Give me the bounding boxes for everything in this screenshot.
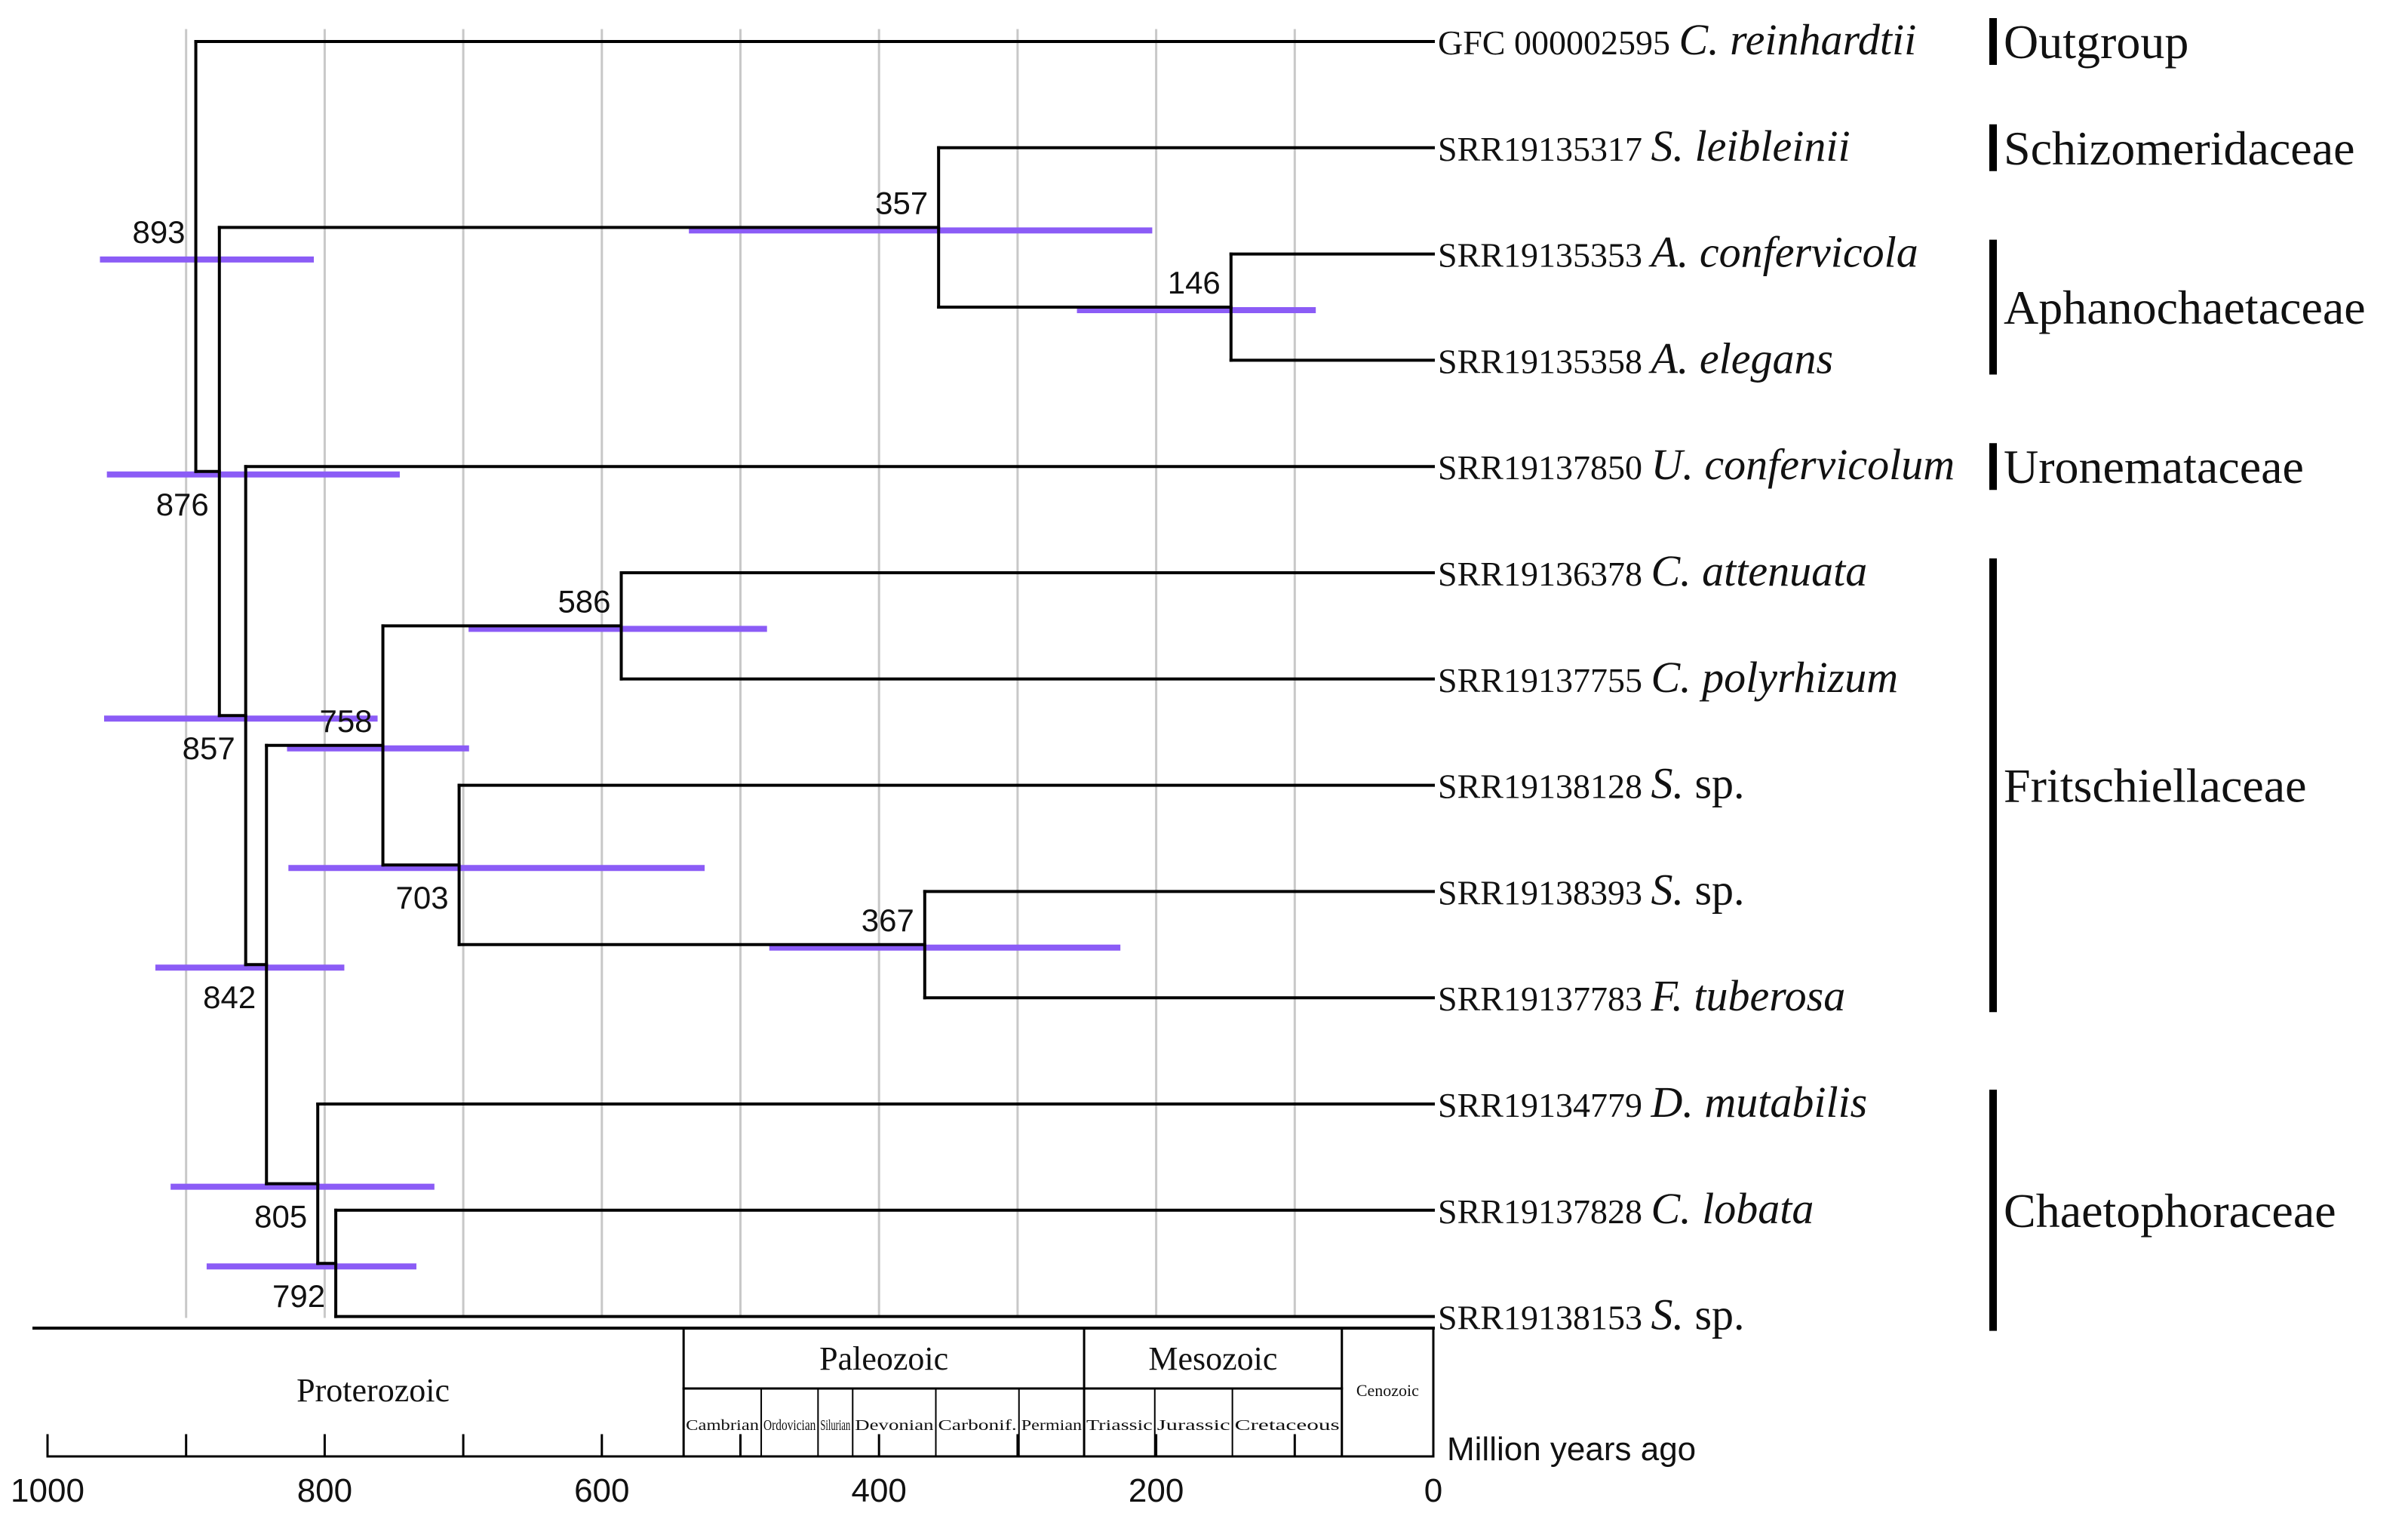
family-label: Outgroup: [2004, 15, 2188, 69]
taxon-species-name: C. reinhardtii: [1679, 15, 1916, 64]
taxon-label: SRR19137850 U. confervicolum: [1438, 440, 1955, 489]
family-brackets: Outgroup Schizomeridaceae Aphanochaetaceae…: [1989, 15, 2366, 1331]
taxon-species-name: S.: [1651, 865, 1684, 914]
axis-tick-label: 0: [1424, 1472, 1442, 1509]
taxon-accession: SRR19137828: [1438, 1192, 1651, 1231]
taxon-species-suffix: sp.: [1684, 865, 1745, 914]
taxon-label: SRR19138128 S. sp.: [1438, 759, 1745, 808]
taxon-accession: SRR19137783: [1438, 979, 1651, 1018]
taxon-label: SRR19137828 C. lobata: [1438, 1184, 1814, 1233]
taxon-label: SRR19135358 A. elegans: [1438, 334, 1833, 383]
taxon-species-name: C. polyrhizum: [1651, 653, 1898, 702]
period-label: Devonian: [855, 1417, 933, 1434]
taxon-accession: SRR19134779: [1438, 1086, 1651, 1124]
taxon-label: SRR19135317 S. leibleinii: [1438, 121, 1851, 171]
axis-tick-label: 600: [574, 1472, 629, 1509]
node-label-792: 792: [272, 1278, 325, 1314]
geologic-timescale: Proterozoic Paleozoic Mesozoic Cenozoic Camb…: [32, 1327, 1435, 1458]
axis-tick-label: 1000: [11, 1472, 84, 1509]
tree-branches: [194, 40, 1435, 1318]
eon-label: Cenozoic: [1356, 1381, 1419, 1400]
node-label-842: 842: [203, 979, 256, 1015]
time-axis: Million years ago 1000 800 600 400 200 0: [11, 1431, 1696, 1509]
node-label-586: 586: [557, 583, 610, 619]
node-age-labels: 146 357 586 367 703 758 792 805 842 857 876 893: [132, 185, 1220, 1314]
taxon-species-name: S.: [1651, 1290, 1684, 1339]
period-label: Ordovician: [763, 1417, 815, 1434]
taxon-species-name: C. lobata: [1651, 1184, 1814, 1233]
taxon-species-suffix: sp.: [1684, 759, 1745, 808]
taxon-label: SRR19136378 C. attenuata: [1438, 546, 1867, 595]
taxon-species-name: A. confervicola: [1648, 228, 1918, 277]
node-label-703: 703: [396, 880, 449, 915]
taxon-species-suffix: sp.: [1684, 1290, 1745, 1339]
taxon-accession: SRR19137850: [1438, 448, 1651, 487]
family-label: Chaetophoraceae: [2004, 1184, 2336, 1238]
taxon-species-name: F. tuberosa: [1650, 971, 1845, 1020]
taxon-species-name: A. elegans: [1648, 334, 1833, 383]
taxon-accession: SRR19135353: [1438, 236, 1651, 275]
node-label-758: 758: [319, 703, 372, 739]
node-label-876: 876: [156, 487, 209, 522]
taxon-accession: SRR19138393: [1438, 873, 1651, 912]
node-label-146: 146: [1168, 265, 1221, 300]
taxon-species-name: U. confervicolum: [1651, 440, 1955, 489]
axis-tick-label: 200: [1129, 1472, 1184, 1509]
node-label-357: 357: [875, 185, 928, 220]
taxon-species-name: D. mutabilis: [1650, 1078, 1867, 1127]
node-label-893: 893: [132, 214, 185, 250]
period-label: Carbonif.: [938, 1417, 1017, 1434]
taxon-labels: GFC 000002595 C. reinhardtii SRR19135317 …: [1438, 15, 1955, 1339]
taxon-accession: SRR19138128: [1438, 767, 1651, 806]
taxon-accession: GFC 000002595: [1438, 23, 1679, 62]
taxon-accession: SRR19136378: [1438, 555, 1651, 593]
taxon-species-name: S.: [1651, 759, 1684, 808]
period-label: Permian: [1021, 1417, 1082, 1434]
family-label: Aphanochaetaceae: [2004, 281, 2366, 334]
confidence-interval-bars: [100, 227, 1316, 1270]
node-label-367: 367: [862, 903, 914, 938]
family-label: Fritschiellaceae: [2004, 759, 2307, 813]
axis-tick-label: 400: [851, 1472, 906, 1509]
period-label: Jurassic: [1157, 1417, 1230, 1434]
period-label: Silurian: [820, 1417, 850, 1434]
taxon-label: SRR19134779 D. mutabilis: [1438, 1078, 1867, 1127]
axis-title: Million years ago: [1447, 1431, 1696, 1468]
node-label-805: 805: [254, 1199, 307, 1235]
time-gridlines: [185, 29, 1296, 1318]
period-label: Triassic: [1086, 1417, 1153, 1434]
taxon-label: SRR19137755 C. polyrhizum: [1438, 653, 1898, 702]
family-label: Schizomeridaceae: [2004, 121, 2355, 175]
node-label-857: 857: [183, 730, 235, 766]
taxon-species-name: S. leibleinii: [1651, 121, 1850, 171]
eon-label: Proterozoic: [296, 1372, 450, 1409]
taxon-label: SRR19138153 S. sp.: [1438, 1290, 1745, 1339]
taxon-label: SRR19138393 S. sp.: [1438, 865, 1745, 914]
eon-label: Mesozoic: [1148, 1340, 1277, 1377]
period-label: Cambrian: [686, 1417, 759, 1434]
period-label: Cretaceous: [1235, 1417, 1340, 1434]
taxon-label: SRR19135353 A. confervicola: [1438, 228, 1918, 277]
taxon-accession: SRR19137755: [1438, 661, 1651, 700]
taxon-accession: SRR19138153: [1438, 1299, 1651, 1337]
family-label: Uronemataceae: [2004, 440, 2304, 494]
eon-label: Paleozoic: [819, 1340, 948, 1377]
taxon-label: SRR19137783 F. tuberosa: [1438, 971, 1845, 1020]
taxon-species-name: C. attenuata: [1651, 546, 1867, 595]
taxon-accession: SRR19135358: [1438, 342, 1651, 380]
taxon-accession: SRR19135317: [1438, 130, 1651, 168]
axis-tick-label: 800: [297, 1472, 352, 1509]
taxon-label: GFC 000002595 C. reinhardtii: [1438, 15, 1916, 64]
